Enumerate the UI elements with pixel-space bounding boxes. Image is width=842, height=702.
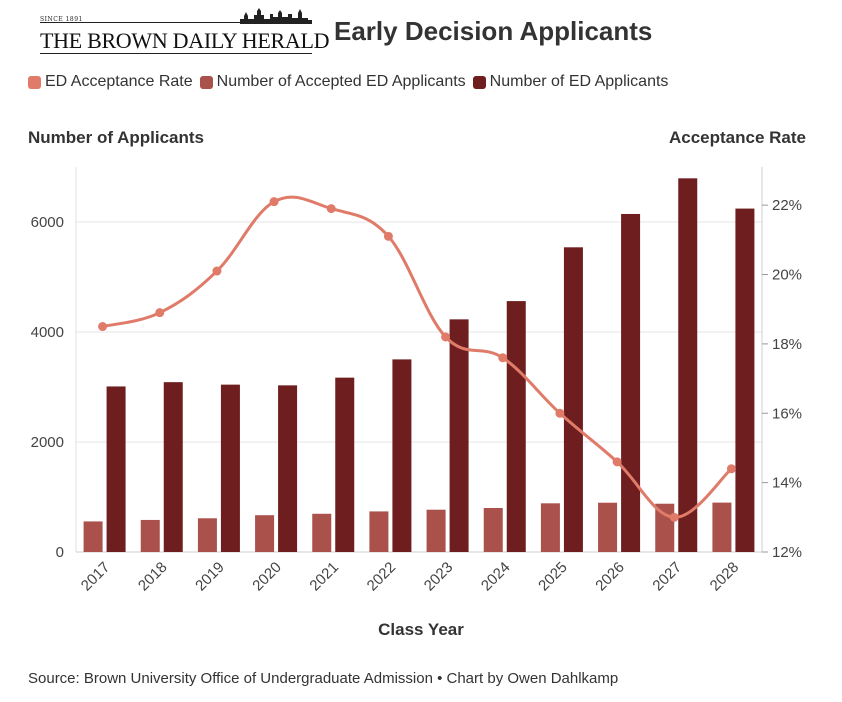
left-tick-label: 6000 (31, 214, 64, 231)
legend-swatch-ed-applicants (472, 75, 486, 89)
x-tick-label-2024: 2024 (478, 559, 514, 595)
bar-accepted-2028 (712, 502, 732, 552)
acceptance-rate-point-2020 (269, 197, 279, 207)
right-tick-label: 18% (772, 336, 802, 353)
masthead-rule-bottom (40, 53, 312, 54)
acceptance-rate-point-2019 (212, 266, 222, 276)
legend-swatch-acceptance-rate (28, 75, 41, 89)
bar-accepted-2020 (255, 515, 275, 552)
x-tick-label-2017: 2017 (78, 559, 114, 595)
bar-applicants-2017 (106, 386, 126, 552)
x-tick-label-2025: 2025 (535, 559, 571, 595)
bar-applicants-2021 (335, 377, 355, 552)
legend-swatch-accepted-applicants (199, 75, 213, 89)
right-axis-title: Acceptance Rate (668, 128, 806, 147)
acceptance-rate-point-2024 (498, 353, 508, 363)
bar-applicants-2024 (506, 301, 526, 552)
x-tick-label-2019: 2019 (192, 559, 228, 595)
right-tick-label: 22% (772, 197, 802, 214)
campus-skyline-icon (240, 8, 312, 24)
x-tick-label-2026: 2026 (592, 559, 628, 595)
x-tick-label-2022: 2022 (364, 559, 400, 595)
legend-item-accepted-applicants[interactable]: Number of Accepted ED Applicants (199, 73, 466, 91)
acceptance-rate-point-2017 (98, 322, 108, 332)
x-tick-label-2018: 2018 (135, 559, 171, 595)
bar-accepted-2017 (83, 521, 103, 552)
bar-applicants-2028 (735, 208, 755, 552)
masthead-logo: SINCE 1891 THE BROWN DAILY HERALD (40, 8, 329, 54)
acceptance-rate-point-2026 (612, 457, 622, 467)
bar-applicants-2018 (163, 382, 183, 552)
chart-plot: 0 2000 4000 6000 12% 14% 16% 18% 20% 22% 2017 2018 2… (31, 167, 802, 595)
bar-accepted-2022 (369, 511, 389, 552)
legend-label-acceptance-rate: ED Acceptance Rate (45, 73, 193, 90)
acceptance-rate-point-2022 (383, 231, 393, 241)
bar-applicants-2025 (563, 247, 583, 553)
masthead-rule-top (40, 22, 312, 23)
right-tick-label: 12% (772, 544, 802, 561)
acceptance-rate-point-2028 (726, 464, 736, 474)
acceptance-rate-point-2021 (326, 204, 336, 214)
acceptance-rate-point-2023 (441, 332, 451, 342)
left-tick-label: 2000 (31, 434, 64, 451)
x-tick-label-2021: 2021 (306, 559, 342, 595)
bar-accepted-2024 (483, 508, 503, 552)
bar-accepted-2026 (598, 502, 618, 552)
x-tick-label-2027: 2027 (649, 559, 685, 595)
bar-accepted-2025 (540, 503, 560, 552)
x-tick-label-2028: 2028 (707, 559, 743, 595)
bar-applicants-2027 (678, 178, 698, 552)
bar-applicants-2019 (220, 384, 240, 552)
bar-accepted-2023 (426, 509, 446, 552)
acceptance-rate-point-2027 (669, 512, 679, 522)
legend: ED Acceptance Rate Number of Accepted ED… (28, 73, 675, 91)
left-tick-label: 0 (56, 544, 64, 561)
masthead-since: SINCE 1891 (40, 16, 83, 23)
masthead-name: THE BROWN DAILY HERALD (40, 28, 330, 53)
right-tick-label: 16% (772, 405, 802, 422)
legend-label-accepted-applicants: Number of Accepted ED Applicants (216, 73, 466, 90)
bar-accepted-2018 (140, 519, 160, 552)
acceptance-rate-point-2025 (555, 408, 565, 418)
right-tick-label: 20% (772, 267, 802, 284)
x-tick-label-2020: 2020 (249, 559, 285, 595)
x-axis-title: Class Year (378, 620, 464, 639)
source-note: Source: Brown University Office of Under… (28, 670, 619, 687)
right-tick-label: 14% (772, 475, 802, 492)
bar-applicants-2023 (449, 319, 469, 552)
left-tick-label: 4000 (31, 324, 64, 341)
bar-accepted-2021 (312, 513, 332, 552)
chart-title: Early Decision Applicants (334, 16, 653, 46)
legend-item-ed-applicants[interactable]: Number of ED Applicants (472, 73, 669, 91)
acceptance-rate-point-2018 (155, 308, 165, 318)
left-axis-title: Number of Applicants (28, 128, 204, 147)
legend-label-ed-applicants: Number of ED Applicants (489, 73, 669, 90)
legend-item-acceptance-rate[interactable]: ED Acceptance Rate (28, 73, 193, 91)
bar-applicants-2026 (621, 213, 641, 552)
bar-accepted-2019 (197, 518, 217, 552)
bar-applicants-2022 (392, 359, 412, 552)
x-tick-label-2023: 2023 (421, 559, 457, 595)
bar-applicants-2020 (278, 385, 298, 552)
